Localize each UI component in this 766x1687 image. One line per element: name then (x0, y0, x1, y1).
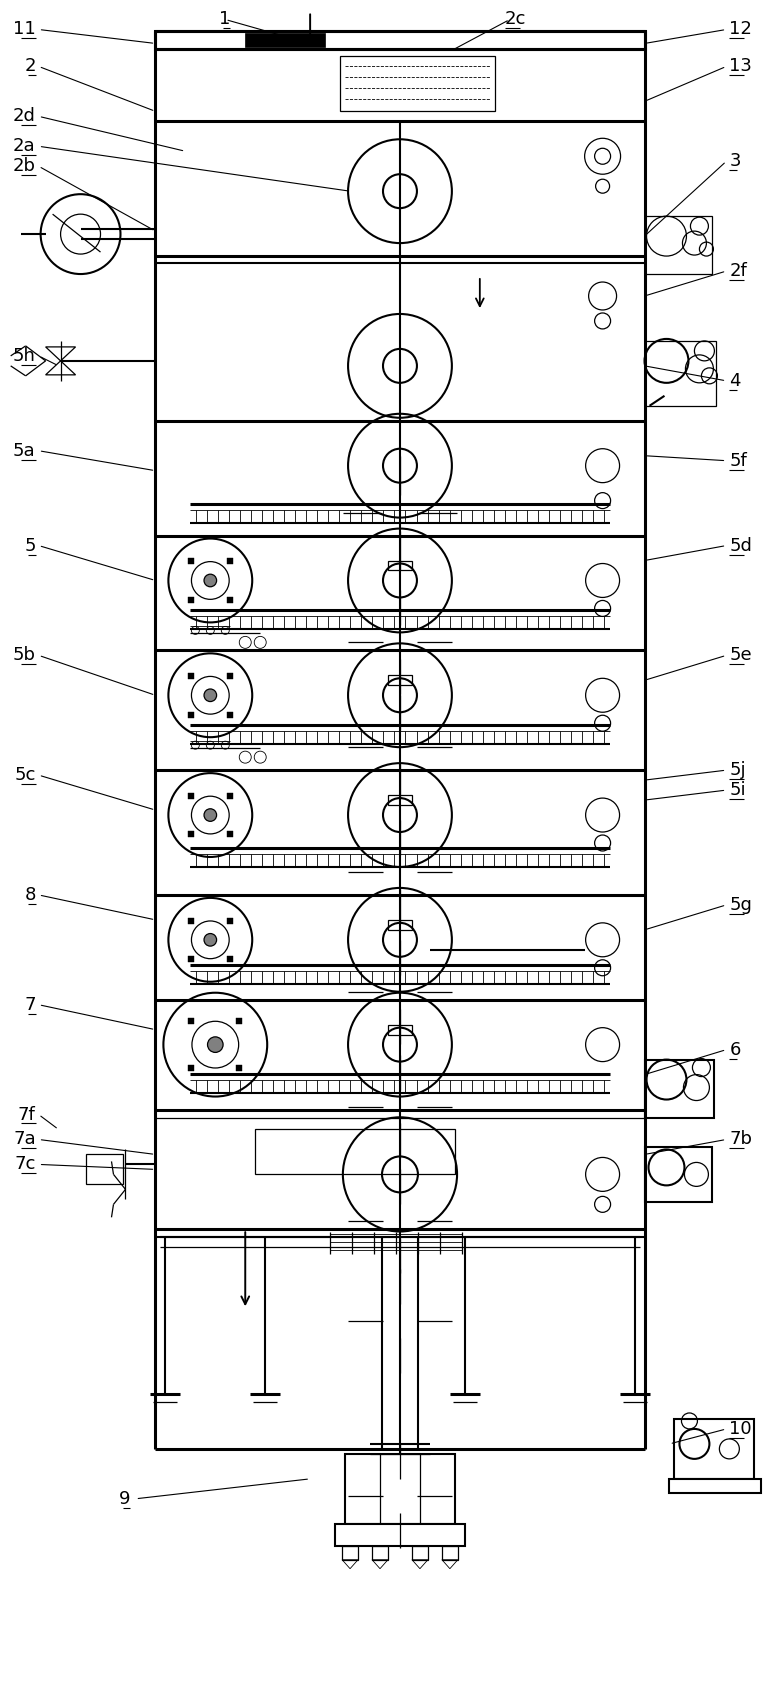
Text: 2a: 2a (13, 137, 36, 155)
Bar (227, 712, 233, 717)
Text: 5e: 5e (729, 646, 752, 665)
Bar (188, 1017, 195, 1024)
Text: 5j: 5j (729, 761, 746, 779)
Bar (227, 558, 233, 563)
Bar (644, 1059, 715, 1117)
Bar (388, 795, 412, 805)
Text: 2c: 2c (505, 10, 526, 29)
Bar (188, 1066, 195, 1071)
Bar (372, 1545, 388, 1560)
Bar (236, 1017, 242, 1024)
Bar (188, 558, 194, 563)
Bar (227, 597, 233, 602)
Circle shape (204, 688, 217, 702)
Text: 5c: 5c (15, 766, 36, 784)
Bar (644, 1147, 712, 1203)
Text: 7a: 7a (13, 1130, 36, 1149)
Circle shape (204, 933, 217, 946)
Bar (644, 341, 716, 407)
Text: 13: 13 (729, 57, 752, 76)
Bar (227, 832, 233, 837)
Text: 7: 7 (25, 995, 36, 1014)
Text: 7f: 7f (18, 1105, 36, 1124)
Text: 5i: 5i (729, 781, 746, 800)
Bar (227, 918, 233, 923)
Text: 9: 9 (119, 1490, 130, 1508)
Text: 3: 3 (729, 152, 741, 170)
Text: 7b: 7b (729, 1130, 752, 1149)
Bar (675, 1419, 755, 1479)
Text: 10: 10 (729, 1420, 752, 1437)
Bar (188, 673, 194, 678)
Text: 11: 11 (13, 20, 36, 39)
Circle shape (204, 574, 217, 587)
Bar (255, 1130, 455, 1174)
Bar (188, 712, 194, 717)
Bar (345, 1454, 455, 1523)
Bar (155, 32, 644, 49)
Text: 5g: 5g (729, 896, 752, 914)
Bar (236, 1066, 242, 1071)
Text: 2d: 2d (13, 108, 36, 125)
Text: 5h: 5h (13, 348, 36, 364)
Bar (388, 1024, 412, 1034)
Text: 5a: 5a (13, 442, 36, 461)
Text: 8: 8 (25, 886, 36, 904)
Bar (245, 34, 325, 47)
Text: 12: 12 (729, 20, 752, 39)
Text: 6: 6 (729, 1041, 741, 1059)
Bar (412, 1545, 428, 1560)
Text: 5f: 5f (729, 452, 747, 469)
Bar (335, 1523, 465, 1545)
Bar (227, 673, 233, 678)
Bar (442, 1545, 458, 1560)
Text: 2: 2 (25, 57, 36, 76)
Bar (227, 793, 233, 798)
Text: 2f: 2f (729, 261, 747, 280)
Bar (227, 957, 233, 962)
Bar (340, 56, 495, 111)
Bar (388, 560, 412, 570)
Text: 5d: 5d (729, 536, 752, 555)
Bar (388, 919, 412, 930)
Text: 1: 1 (219, 10, 231, 29)
Text: 5b: 5b (12, 646, 36, 665)
Bar (188, 832, 194, 837)
Bar (188, 597, 194, 602)
Text: 7c: 7c (15, 1156, 36, 1174)
Text: 2b: 2b (12, 157, 36, 175)
Circle shape (204, 808, 217, 822)
Text: 5: 5 (25, 536, 36, 555)
Bar (669, 1479, 761, 1493)
Circle shape (208, 1038, 223, 1053)
Bar (644, 216, 712, 273)
Bar (188, 918, 194, 923)
Bar (388, 675, 412, 685)
Bar (342, 1545, 358, 1560)
Text: 4: 4 (729, 371, 741, 390)
Bar (188, 793, 194, 798)
Bar (86, 1154, 123, 1184)
Bar (188, 957, 194, 962)
